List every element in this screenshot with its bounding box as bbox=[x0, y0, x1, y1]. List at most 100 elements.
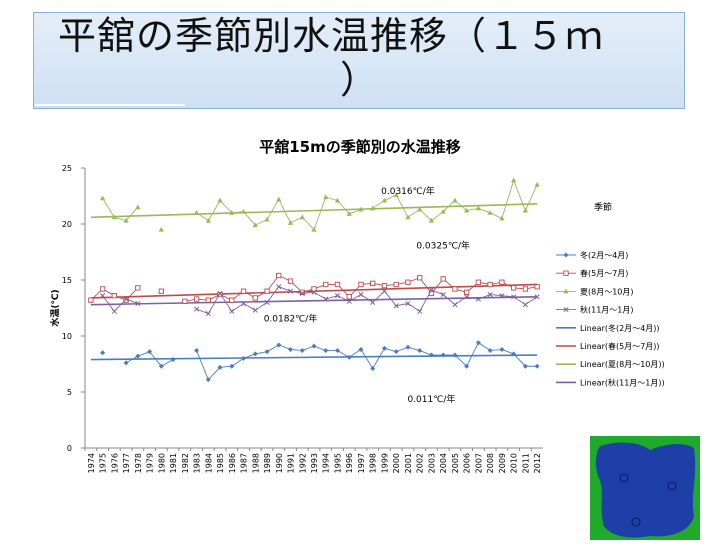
data-point bbox=[205, 297, 211, 303]
data-point bbox=[217, 290, 223, 296]
data-point bbox=[135, 204, 141, 210]
data-point bbox=[193, 296, 200, 302]
data-point bbox=[287, 220, 294, 225]
x-tick-label: 2007 bbox=[474, 453, 483, 473]
data-point bbox=[499, 279, 505, 285]
x-tick-label: 1995 bbox=[333, 453, 342, 473]
data-point bbox=[370, 299, 376, 305]
x-tick-label: 1982 bbox=[181, 453, 190, 473]
data-point bbox=[147, 349, 153, 355]
data-point bbox=[346, 294, 352, 300]
legend-label: 秋(11月～1月) bbox=[580, 305, 634, 315]
data-point bbox=[417, 275, 423, 281]
data-point bbox=[111, 308, 117, 314]
x-tick-label: 1974 bbox=[87, 453, 96, 473]
legend-label: Linear(秋(11月～1月)) bbox=[580, 377, 665, 387]
x-tick-label: 1977 bbox=[122, 453, 131, 473]
x-tick-label: 2001 bbox=[404, 453, 413, 473]
data-point bbox=[170, 357, 176, 363]
x-tick-label: 2008 bbox=[486, 453, 495, 473]
data-point bbox=[522, 207, 528, 213]
x-tick-label: 1975 bbox=[99, 453, 108, 473]
y-tick-label: 0 bbox=[67, 444, 72, 453]
data-point bbox=[229, 297, 235, 303]
data-point bbox=[381, 288, 388, 294]
data-point bbox=[99, 286, 106, 292]
data-point bbox=[276, 272, 282, 279]
x-tick-label: 2011 bbox=[521, 453, 530, 473]
y-tick-label: 25 bbox=[62, 164, 72, 173]
slide-title-line2: ） bbox=[340, 58, 380, 102]
data-point bbox=[440, 292, 446, 298]
data-point bbox=[428, 217, 435, 223]
data-point bbox=[522, 302, 528, 308]
x-tick-label: 2005 bbox=[451, 453, 460, 473]
x-tick-label: 1976 bbox=[110, 453, 119, 473]
data-point bbox=[217, 291, 223, 298]
x-tick-label: 1979 bbox=[146, 453, 155, 473]
data-point bbox=[264, 288, 270, 294]
data-point bbox=[311, 289, 317, 295]
data-point bbox=[370, 280, 376, 287]
data-point bbox=[217, 364, 223, 370]
x-tick-label: 1978 bbox=[134, 453, 143, 473]
chart-title: 平舘15mの季節別の水温推移 bbox=[259, 138, 461, 156]
data-point bbox=[287, 278, 294, 284]
x-tick-label: 2010 bbox=[510, 453, 519, 473]
data-point bbox=[534, 363, 540, 369]
data-point bbox=[452, 352, 458, 358]
bay-water-shape bbox=[595, 442, 696, 538]
trend-annotation: 0.0182℃/年 bbox=[264, 312, 318, 324]
data-point bbox=[499, 293, 505, 299]
data-point bbox=[393, 303, 399, 309]
data-point bbox=[100, 195, 106, 201]
data-point bbox=[194, 348, 200, 354]
x-tick-label: 1984 bbox=[204, 453, 213, 473]
x-tick-label: 1992 bbox=[298, 453, 307, 473]
slide-title: 平舘の季節別水温推移（１５ｍ ） bbox=[58, 14, 678, 102]
series-line bbox=[102, 295, 139, 313]
data-point bbox=[111, 214, 117, 220]
x-tick-label: 2012 bbox=[533, 453, 542, 473]
data-point bbox=[511, 351, 517, 357]
data-point bbox=[381, 282, 388, 289]
data-point bbox=[417, 348, 423, 354]
data-point bbox=[358, 346, 364, 352]
data-point bbox=[323, 194, 329, 200]
data-point bbox=[563, 270, 569, 276]
data-point bbox=[417, 206, 423, 212]
data-point bbox=[522, 286, 529, 292]
data-point bbox=[346, 354, 352, 360]
data-point bbox=[511, 177, 517, 183]
data-point bbox=[299, 348, 305, 354]
data-point bbox=[299, 290, 305, 296]
x-tick-label: 2009 bbox=[498, 453, 507, 473]
data-point bbox=[510, 285, 517, 291]
series-line bbox=[196, 286, 538, 315]
data-point bbox=[240, 300, 247, 307]
data-point bbox=[346, 211, 352, 216]
data-point bbox=[452, 197, 458, 203]
data-point bbox=[393, 281, 399, 288]
data-point bbox=[276, 196, 282, 202]
data-point bbox=[534, 294, 540, 300]
data-point bbox=[334, 293, 341, 299]
data-point bbox=[534, 182, 540, 187]
data-point bbox=[241, 355, 247, 361]
data-point bbox=[499, 215, 505, 221]
data-point bbox=[311, 226, 317, 232]
data-point bbox=[440, 352, 446, 358]
data-point bbox=[487, 281, 493, 288]
trendline bbox=[90, 354, 538, 361]
data-point bbox=[428, 352, 434, 358]
data-point bbox=[111, 293, 118, 299]
data-point bbox=[158, 363, 164, 369]
data-point bbox=[475, 279, 482, 285]
data-point bbox=[534, 284, 540, 290]
data-point bbox=[311, 286, 317, 292]
x-tick-label: 1996 bbox=[345, 453, 354, 473]
data-point bbox=[123, 217, 129, 223]
data-point bbox=[100, 293, 106, 299]
data-point bbox=[405, 279, 411, 285]
